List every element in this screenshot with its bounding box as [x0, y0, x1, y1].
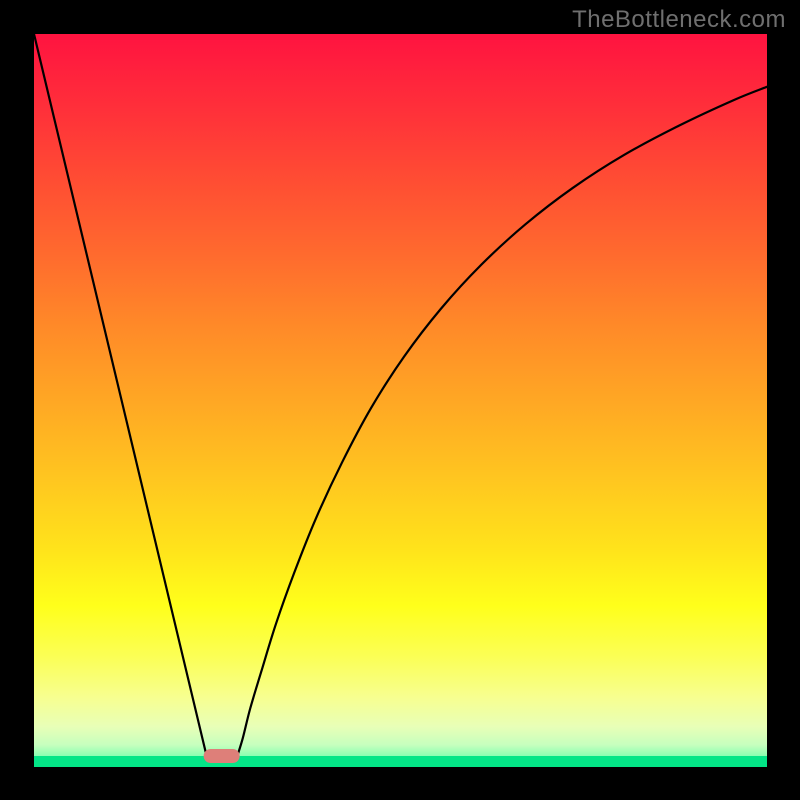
- plot-area: [34, 34, 767, 767]
- optimum-marker: [204, 749, 240, 763]
- gradient-background: [34, 34, 767, 767]
- green-band: [34, 756, 767, 767]
- watermark-text: TheBottleneck.com: [572, 6, 786, 34]
- chart-container: TheBottleneck.com: [0, 0, 800, 800]
